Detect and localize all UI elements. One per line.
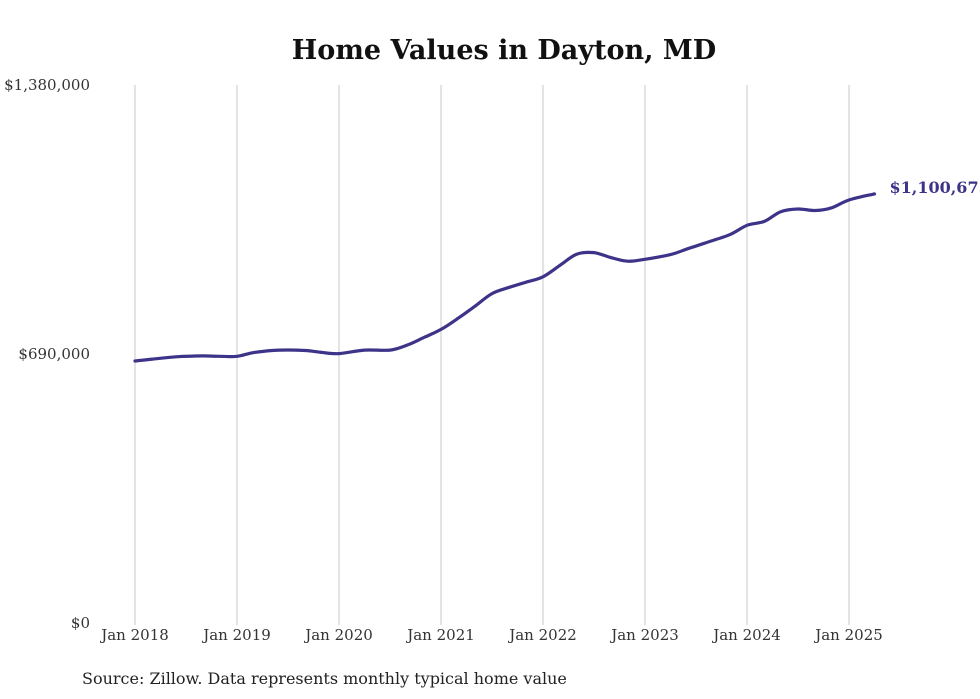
x-tick-label-7: Jan 2025 xyxy=(813,626,883,644)
x-tick-label-0: Jan 2018 xyxy=(99,626,169,644)
x-tick-label-3: Jan 2021 xyxy=(405,626,475,644)
x-tick-label-6: Jan 2024 xyxy=(711,626,781,644)
x-tick-label-4: Jan 2022 xyxy=(507,626,577,644)
x-tick-label-5: Jan 2023 xyxy=(609,626,679,644)
x-tick-label-2: Jan 2020 xyxy=(303,626,373,644)
y-tick-label-1: $690,000 xyxy=(18,345,90,363)
y-tick-label-0: $0 xyxy=(71,614,90,632)
chart-title: Home Values in Dayton, MD xyxy=(292,35,716,66)
home-value-series-line xyxy=(133,192,877,363)
y-axis-ticks: $0 $690,000 $1,380,000 xyxy=(4,76,90,632)
x-axis-ticks: Jan 2018 Jan 2019 Jan 2020 Jan 2021 Jan 2022… xyxy=(99,626,883,644)
source-note: Source: Zillow. Data represents monthly … xyxy=(82,669,567,688)
x-tick-label-1: Jan 2019 xyxy=(201,626,271,644)
end-value-label: $1,100,675 xyxy=(890,178,980,197)
y-tick-label-2: $1,380,000 xyxy=(4,76,90,94)
